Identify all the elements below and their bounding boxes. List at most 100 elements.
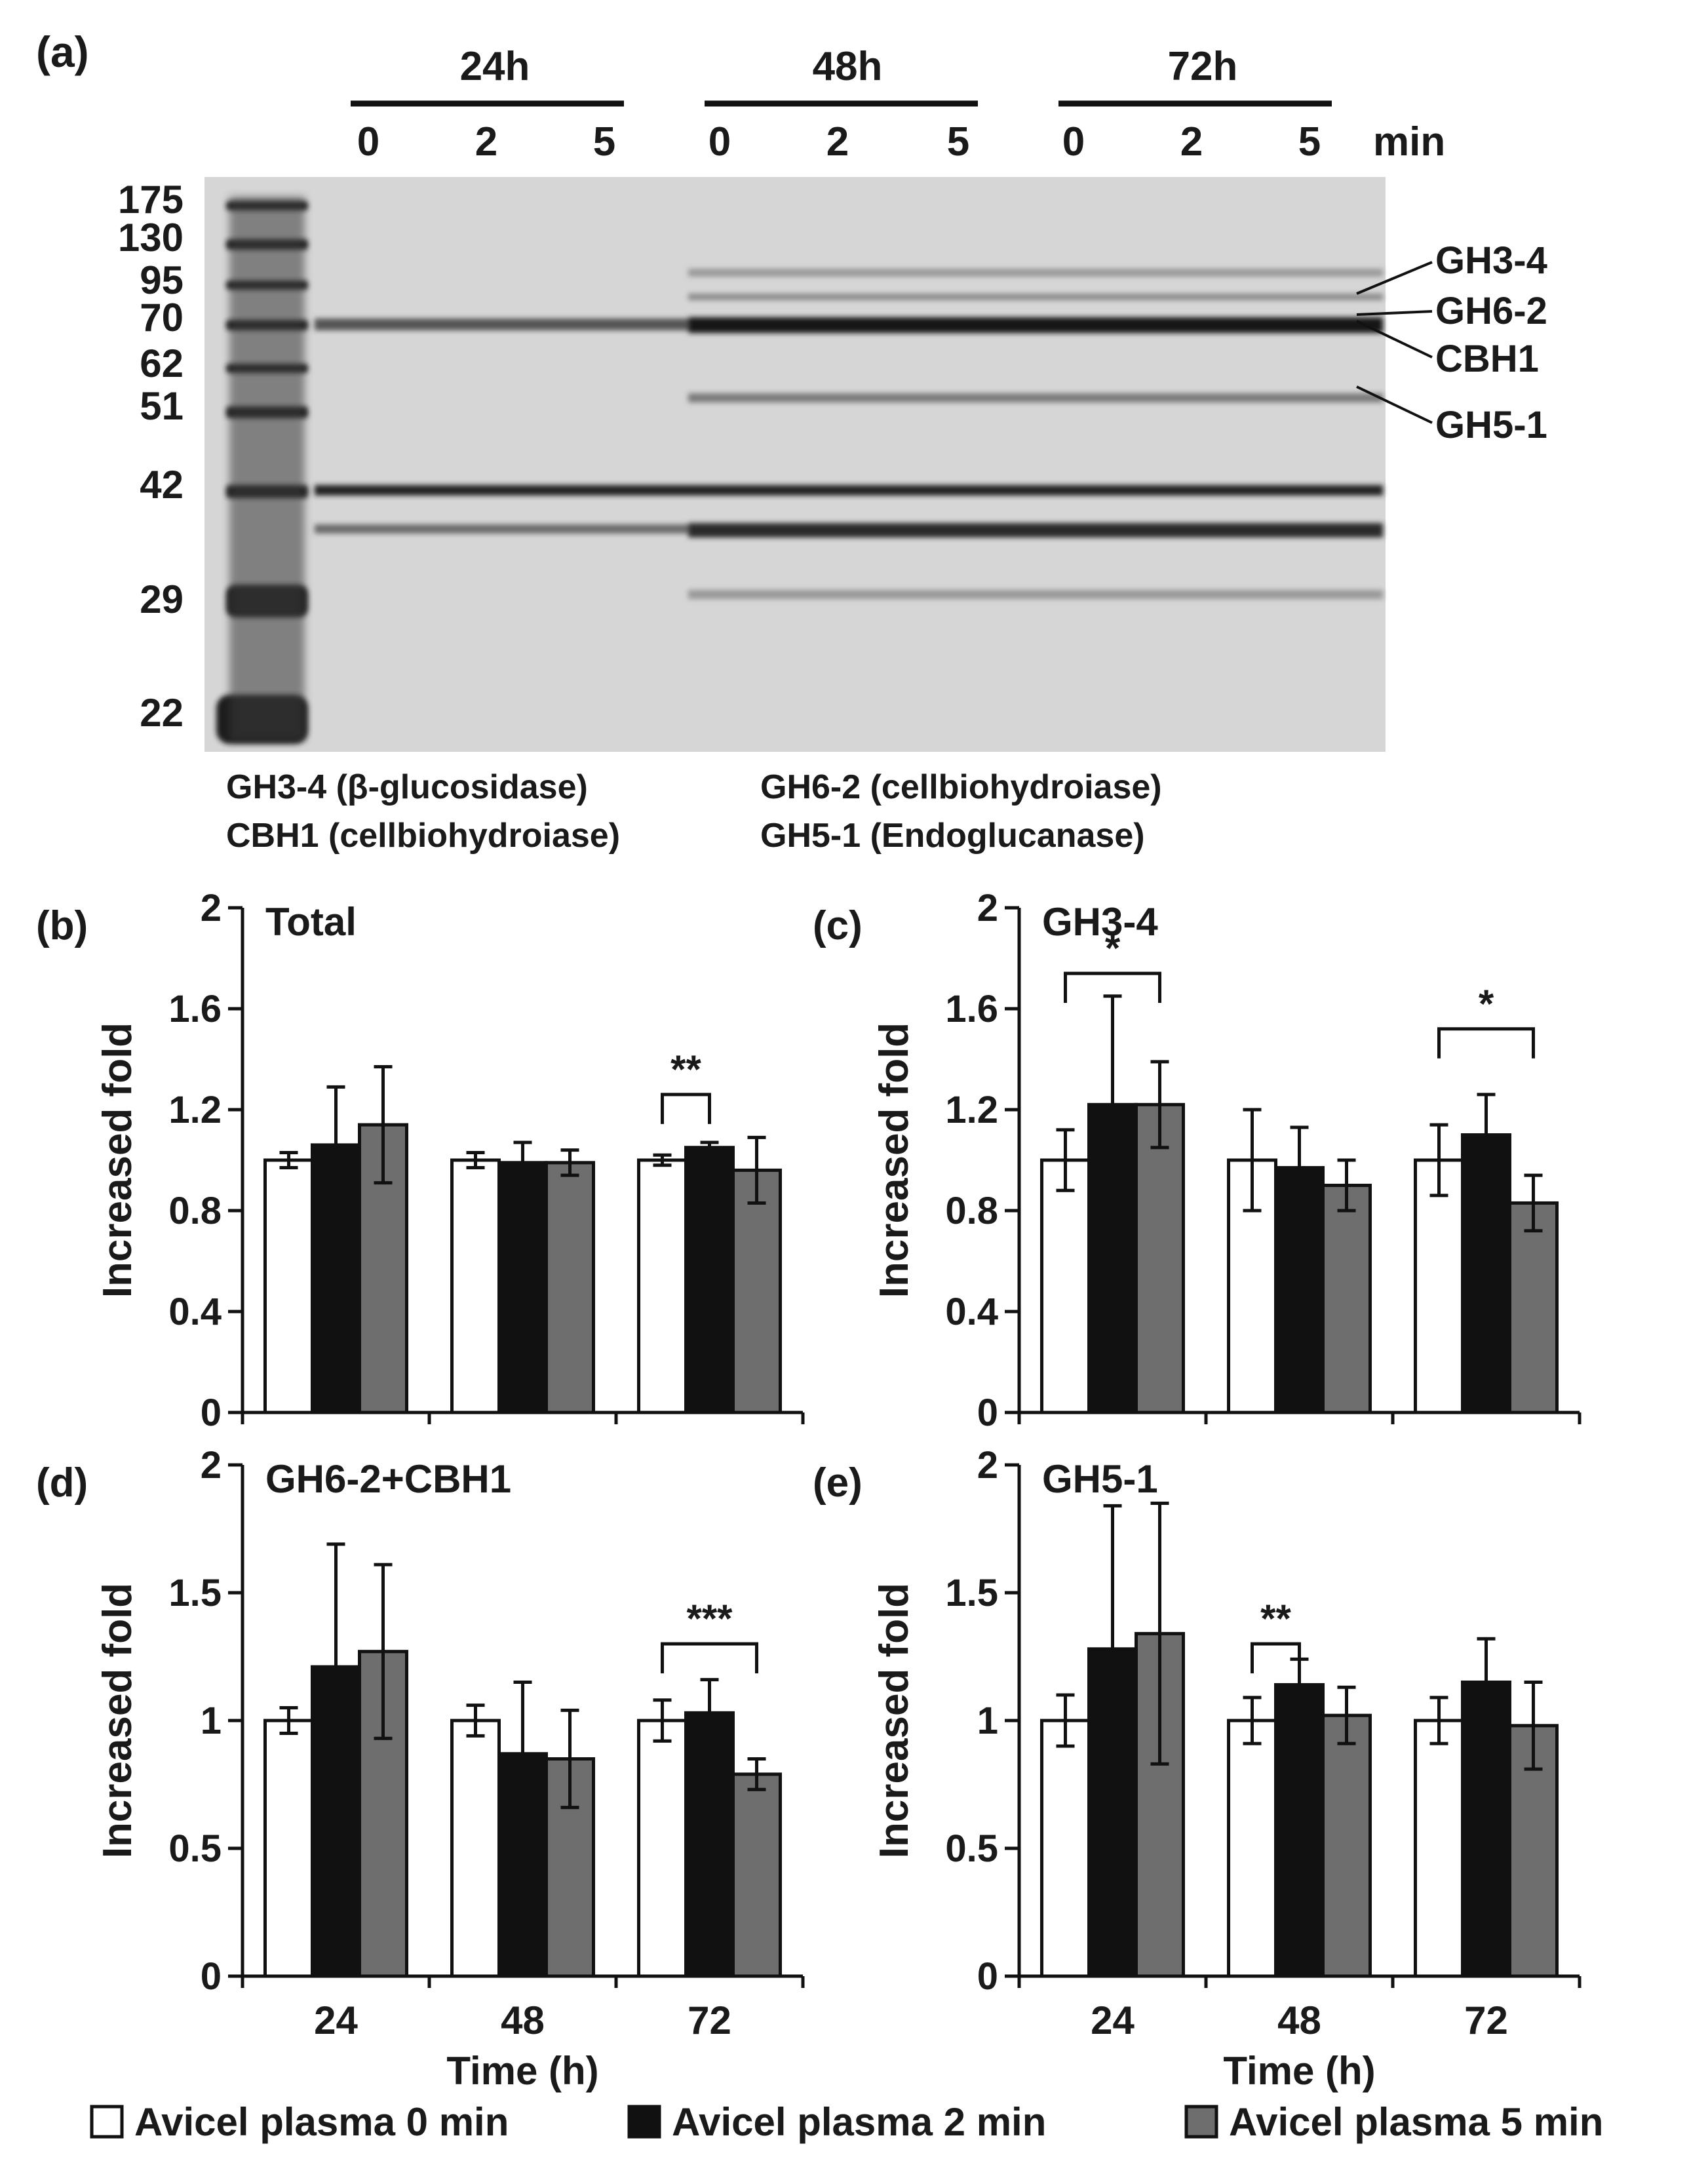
gel-caption: GH3-4 (β-glucosidase) CBH1 (cellbiohydro…: [226, 768, 1162, 855]
band-labels: GH3-4 GH6-2 CBH1 GH5-1: [1435, 239, 1547, 446]
pointer-gh5-1: [1356, 385, 1433, 424]
y-tick-label: 0.8: [168, 1190, 222, 1232]
lane-label: 5: [593, 119, 615, 165]
marker-label: 42: [140, 463, 184, 507]
significance-label: **: [1260, 1597, 1291, 1641]
significance-label: *: [1105, 926, 1121, 970]
caption-line: CBH1 (cellbiohydroiase): [226, 817, 620, 855]
marker-label: 70: [140, 296, 184, 340]
pointer-gh6-2: [1356, 310, 1433, 316]
y-axis-label: Increased fold: [872, 1583, 917, 1858]
chart-title: Total: [265, 900, 357, 944]
marker-label: 62: [140, 341, 184, 385]
y-tick-label: 1.2: [168, 1089, 222, 1131]
legend-label-0min: Avicel plasma 0 min: [134, 2100, 509, 2144]
y-tick-label: 1: [977, 1700, 998, 1742]
chart-panel-total: (b) Total Increased fold 0 0.4 0.8 1.2 1.6 2 **: [36, 887, 805, 1434]
y-tick-label: 1.6: [945, 988, 998, 1030]
y-tick-label: 1.2: [945, 1089, 998, 1131]
gel-band-pointers: [1356, 261, 1433, 424]
significance-bracket: [1064, 971, 1161, 1003]
legend-swatch-5min: [1184, 2105, 1218, 2139]
pointer-gh3-4: [1356, 261, 1433, 295]
bar-avicel-plasma-2-min-72: [684, 1711, 735, 1978]
caption-line: GH5-1 (Endoglucanase): [760, 817, 1145, 855]
gel-lane-bands: [315, 269, 1383, 599]
bar-avicel-plasma-5-min-48: [1321, 1184, 1372, 1414]
lane-label: 0: [708, 119, 731, 165]
panel-label: (d): [36, 1460, 88, 1506]
bar-avicel-plasma-5-min-48: [1321, 1713, 1372, 1978]
panel-label: (b): [36, 903, 88, 948]
gel-band-row: [688, 294, 1383, 300]
time-group-24h: 24h: [460, 44, 530, 89]
gel-band-row: [688, 317, 1383, 333]
significance-bracket: [661, 1642, 758, 1673]
y-tick-label: 2: [977, 887, 998, 929]
bar-avicel-plasma-0-min-48: [450, 1719, 501, 1978]
time-group-48h: 48h: [813, 44, 883, 89]
pointer-cbh1: [1356, 320, 1433, 359]
y-axis-label: Increased fold: [95, 1022, 140, 1298]
legend: Avicel plasma 0 min Avicel plasma 2 min …: [90, 2100, 1603, 2144]
lane-labels: 0 2 5 0 2 5 0 2 5 min: [357, 119, 1445, 165]
x-axis-label: Time (h): [446, 2049, 598, 2093]
chart-panel-gh6-2-cbh1: (d) GH6-2+CBH1 Increased fold 0 0.5 1 1.5 2 24 48…: [36, 1444, 805, 2093]
bar-avicel-plasma-0-min-72: [637, 1719, 688, 1978]
marker-labels: 175 130 95 70 62 51 42 29 22: [118, 178, 184, 735]
bar-avicel-plasma-0-min-48: [1227, 1719, 1277, 1978]
panel-label-a: (a): [36, 28, 89, 76]
gel-time-groups: 24h 48h 72h: [351, 44, 1332, 107]
x-tick-label: 72: [1464, 1998, 1508, 2042]
bar-avicel-plasma-2-min-24: [311, 1143, 361, 1414]
gel-band-row: [688, 590, 1383, 599]
band-label: CBH1: [1435, 338, 1539, 380]
gel-image: [204, 177, 1433, 752]
y-axis-label: Increased fold: [95, 1583, 140, 1858]
significance-bracket: [1437, 1027, 1535, 1059]
y-tick-label: 0.4: [945, 1291, 998, 1333]
bar-avicel-plasma-0-min-72: [1414, 1719, 1464, 1978]
marker-label: 29: [140, 577, 184, 621]
marker-label: 175: [118, 178, 184, 222]
bar-avicel-plasma-0-min-72: [637, 1158, 688, 1414]
marker-label: 51: [140, 384, 184, 428]
bar-avicel-plasma-2-min-48: [497, 1161, 548, 1414]
y-tick-label: 0.8: [945, 1190, 998, 1232]
marker-label: 22: [140, 691, 184, 735]
y-tick-label: 0: [977, 1392, 998, 1434]
y-tick-label: 2: [201, 1444, 222, 1487]
chart-title: GH3-4: [1042, 900, 1158, 944]
y-tick-label: 2: [201, 887, 222, 929]
bar-avicel-plasma-5-min-72: [1508, 1201, 1559, 1414]
caption-line: GH3-4 (β-glucosidase): [226, 768, 588, 806]
significance-label: *: [1479, 982, 1494, 1026]
lane-label: 2: [1180, 119, 1203, 165]
significance-label: **: [670, 1047, 701, 1091]
y-tick-label: 0.5: [168, 1827, 222, 1870]
legend-swatch-0min: [90, 2105, 124, 2139]
bar-avicel-plasma-0-min-24: [1040, 1158, 1091, 1414]
x-tick-label: 72: [688, 1998, 731, 2042]
y-tick-label: 0.4: [168, 1291, 222, 1333]
chart-title: GH6-2+CBH1: [265, 1457, 511, 1501]
x-tick-label: 24: [1091, 1998, 1135, 2042]
bar-avicel-plasma-0-min-24: [263, 1719, 314, 1978]
lane-label: 2: [475, 119, 497, 165]
lane-label: 5: [1298, 119, 1321, 165]
lane-unit: min: [1373, 119, 1445, 165]
gel-band-row: [688, 393, 1383, 402]
bar-avicel-plasma-0-min-48: [450, 1158, 501, 1414]
bar-avicel-plasma-0-min-24: [1040, 1719, 1091, 1978]
gel-background: [204, 177, 1386, 752]
marker-label: 130: [118, 216, 184, 260]
bar-avicel-plasma-5-min-48: [545, 1161, 595, 1414]
y-tick-label: 2: [977, 1444, 998, 1487]
chart-panel-gh5-1: (e) GH5-1 Increased fold 0 0.5 1 1.5 2 24 48 72 Tim…: [813, 1444, 1582, 2093]
panel-label: (e): [813, 1460, 863, 1506]
chart-panel-gh3-4: (c) GH3-4 Increased fold 0 0.4 0.8 1.2 1.6 2 * *: [813, 887, 1582, 1434]
bar-avicel-plasma-5-min-24: [1135, 1102, 1185, 1414]
y-tick-label: 0.5: [945, 1827, 998, 1870]
ladder-smear: [229, 197, 305, 741]
